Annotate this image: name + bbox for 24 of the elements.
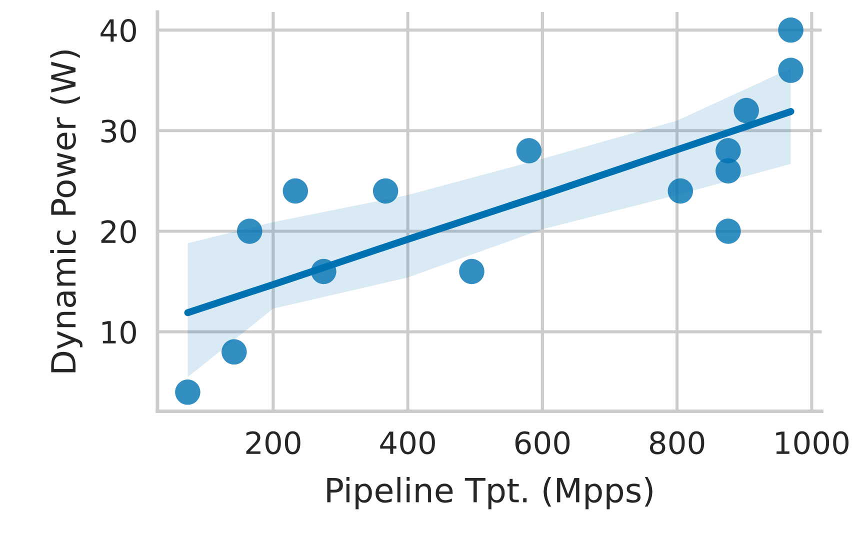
y-axis-title: Dynamic Power (W) <box>50 50 82 372</box>
x-tick-label: 1000 <box>776 431 849 454</box>
point <box>716 138 741 164</box>
point <box>778 58 804 83</box>
point <box>222 339 247 365</box>
point <box>459 258 484 284</box>
x-tick-label: 200 <box>246 431 300 454</box>
point <box>734 98 759 124</box>
point <box>372 178 398 204</box>
x-tick-label: 800 <box>650 431 704 454</box>
y-tick-label: 40 <box>100 19 136 42</box>
point <box>237 218 262 244</box>
point <box>516 138 542 164</box>
y-tick-label: 30 <box>101 120 136 143</box>
x-tick-label: 600 <box>515 431 570 454</box>
point <box>668 178 694 204</box>
x-axis-title: Pipeline Tpt. (Mpps) <box>327 476 652 510</box>
point <box>778 17 804 43</box>
x-tick-label: 400 <box>380 431 435 454</box>
y-tick-label: 10 <box>102 320 136 344</box>
point <box>282 178 308 204</box>
point <box>716 218 741 244</box>
y-tick-label: 20 <box>101 220 136 244</box>
point <box>175 380 200 405</box>
